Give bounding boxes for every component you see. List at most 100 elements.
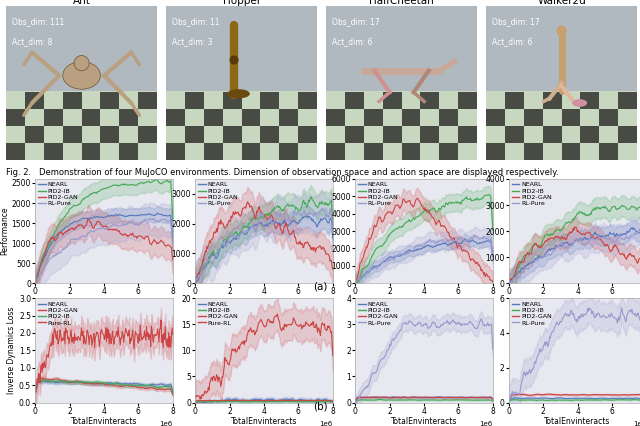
Bar [25, 126, 44, 143]
Bar [166, 6, 317, 98]
Text: 1e6: 1e6 [319, 421, 333, 426]
Bar [44, 143, 63, 160]
Bar [486, 91, 637, 160]
Text: 1e6: 1e6 [633, 302, 640, 308]
Text: Obs_dim: 17: Obs_dim: 17 [492, 17, 540, 26]
Bar [420, 92, 439, 109]
Bar [383, 126, 402, 143]
Bar [6, 6, 157, 98]
X-axis label: TotalEnvinteracts: TotalEnvinteracts [391, 417, 457, 426]
Legend: NEARL, PID2-IB, PID2-GAN, Pure-RL: NEARL, PID2-IB, PID2-GAN, Pure-RL [197, 300, 240, 327]
X-axis label: TotalEnvinteracts: TotalEnvinteracts [71, 298, 137, 307]
Bar [279, 143, 298, 160]
Bar [364, 109, 383, 126]
Bar [119, 109, 138, 126]
Bar [345, 92, 364, 109]
Bar [505, 126, 524, 143]
Bar [6, 143, 25, 160]
Bar [298, 126, 317, 143]
Bar [524, 143, 543, 160]
Text: 1e6: 1e6 [159, 421, 173, 426]
Bar [599, 109, 618, 126]
Bar [458, 92, 477, 109]
Bar [279, 109, 298, 126]
Ellipse shape [227, 89, 250, 98]
Bar [383, 92, 402, 109]
Text: Act_dim: 8: Act_dim: 8 [12, 37, 52, 46]
Text: Act_dim: 6: Act_dim: 6 [332, 37, 373, 46]
Legend: NEARL, PID2-IB, PID2-GAN, RL-Pure: NEARL, PID2-IB, PID2-GAN, RL-Pure [511, 300, 554, 327]
Bar [204, 109, 223, 126]
Text: Obs_dim: 11: Obs_dim: 11 [172, 17, 220, 26]
Bar [260, 92, 279, 109]
Bar [63, 92, 82, 109]
Bar [166, 91, 317, 160]
X-axis label: TotalEnvinteracts: TotalEnvinteracts [545, 298, 611, 307]
Bar [166, 143, 185, 160]
Ellipse shape [230, 55, 239, 65]
Legend: NEARL, PID2-IB, PID2-GAN, RL-Pure: NEARL, PID2-IB, PID2-GAN, RL-Pure [511, 181, 554, 207]
Bar [524, 109, 543, 126]
Text: Act_dim: 6: Act_dim: 6 [492, 37, 533, 46]
Bar [25, 92, 44, 109]
Bar [439, 109, 458, 126]
Bar [326, 6, 477, 98]
Y-axis label: Performance: Performance [0, 207, 9, 255]
X-axis label: TotalEnvinteracts: TotalEnvinteracts [231, 417, 297, 426]
Bar [345, 126, 364, 143]
Bar [298, 92, 317, 109]
Legend: NEARL, PID2-GAN, PID2-IB, Pure-RL: NEARL, PID2-GAN, PID2-IB, Pure-RL [37, 300, 80, 327]
Bar [580, 126, 599, 143]
Bar [63, 126, 82, 143]
Bar [486, 6, 637, 98]
Bar [100, 126, 119, 143]
Bar [119, 143, 138, 160]
Bar [580, 92, 599, 109]
Bar [260, 126, 279, 143]
Title: HalfCheetah: HalfCheetah [369, 0, 434, 6]
X-axis label: TotalEnvinteracts: TotalEnvinteracts [71, 417, 137, 426]
Text: 1e6: 1e6 [479, 421, 493, 426]
Legend: NEARL, PID2-IB, PID2-GAN, RL-Pure: NEARL, PID2-IB, PID2-GAN, RL-Pure [197, 181, 240, 207]
Bar [242, 109, 260, 126]
Title: Hopper: Hopper [223, 0, 260, 6]
Bar [6, 91, 157, 160]
Text: 1e6: 1e6 [319, 302, 333, 308]
Bar [326, 143, 345, 160]
Bar [204, 143, 223, 160]
X-axis label: TotalEnvinteracts: TotalEnvinteracts [231, 298, 297, 307]
Text: (a): (a) [313, 282, 327, 292]
Bar [242, 143, 260, 160]
Bar [82, 143, 100, 160]
Ellipse shape [572, 99, 587, 107]
Legend: NEARL, PID2-IB, PID2-GAN, RL-Pure: NEARL, PID2-IB, PID2-GAN, RL-Pure [357, 181, 400, 207]
Bar [439, 143, 458, 160]
Bar [562, 109, 580, 126]
Text: Act_dim: 3: Act_dim: 3 [172, 37, 213, 46]
Bar [618, 126, 637, 143]
Bar [166, 109, 185, 126]
Legend: NEARL, PID2-IB, PID2-GAN, RL-Pure: NEARL, PID2-IB, PID2-GAN, RL-Pure [37, 181, 80, 207]
Bar [599, 143, 618, 160]
X-axis label: TotalEnvinteracts: TotalEnvinteracts [391, 298, 457, 307]
Ellipse shape [556, 26, 567, 36]
Bar [44, 109, 63, 126]
Bar [486, 109, 505, 126]
Bar [364, 143, 383, 160]
Bar [486, 143, 505, 160]
Bar [185, 92, 204, 109]
Text: Fig. 2.   Demonstration of four MuJoCO environments. Dimension of observation sp: Fig. 2. Demonstration of four MuJoCO env… [6, 168, 559, 177]
Bar [618, 92, 637, 109]
Bar [458, 126, 477, 143]
Bar [543, 92, 562, 109]
Bar [6, 109, 25, 126]
Y-axis label: Inverse Dynamics Loss: Inverse Dynamics Loss [7, 307, 16, 394]
Text: 1e6: 1e6 [633, 421, 640, 426]
Text: Obs_dim: 111: Obs_dim: 111 [12, 17, 65, 26]
Bar [543, 126, 562, 143]
Bar [82, 109, 100, 126]
Bar [505, 92, 524, 109]
X-axis label: TotalEnvinteracts: TotalEnvinteracts [545, 417, 611, 426]
Text: 1e6: 1e6 [479, 302, 493, 308]
Bar [223, 92, 242, 109]
